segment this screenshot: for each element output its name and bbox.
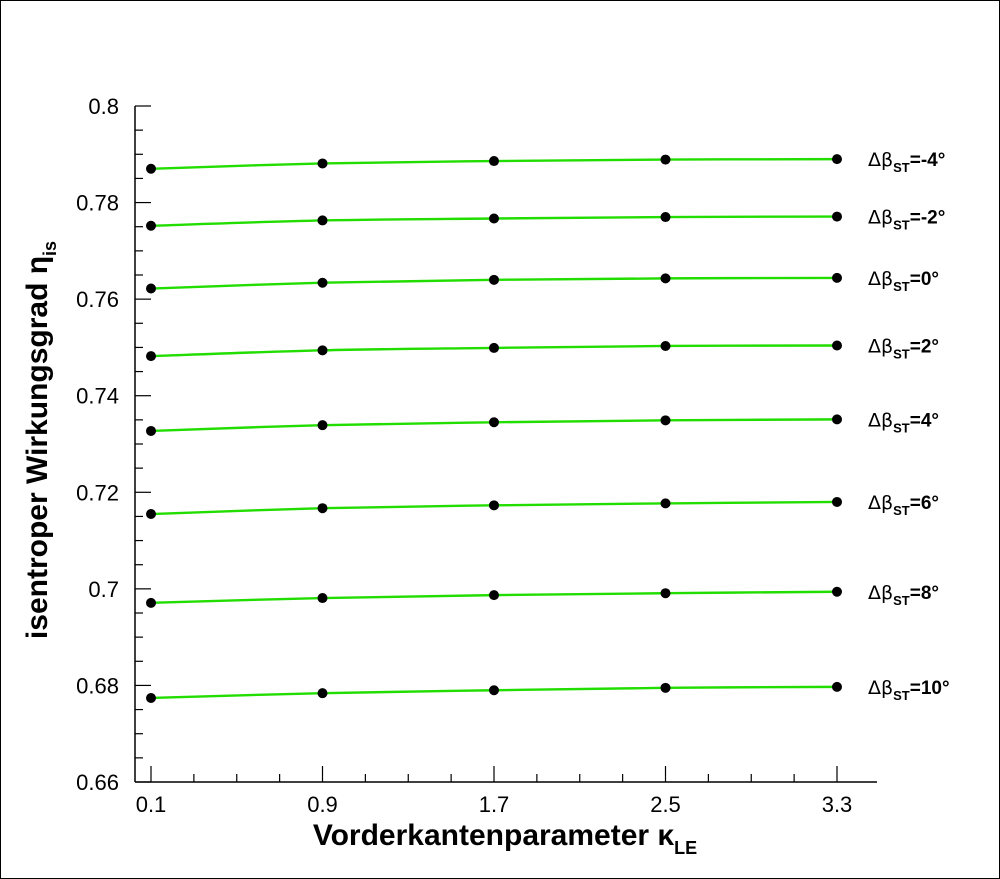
y-tick-label: 0.74 [76,384,119,409]
series-group [146,154,842,703]
data-point [317,345,328,356]
y-tick-label: 0.68 [76,673,119,698]
data-point [317,277,328,288]
data-point [489,156,499,167]
y-tick-label: 0.7 [88,577,119,602]
data-point [832,496,842,507]
data-point [489,342,499,353]
data-point [660,273,671,284]
x-tick-label: 0.1 [136,792,167,817]
series-label: ΔβST=-4° [868,149,945,175]
data-point [660,588,671,599]
series-0 [146,154,842,174]
y-axis-title: isentroper Wirkungsgrad ηis [21,241,60,639]
data-point [146,692,156,703]
data-point [660,682,671,693]
data-point [317,503,328,514]
x-tick-label: 3.3 [822,792,853,817]
data-point [489,500,499,511]
data-point [146,283,156,294]
series-labels: ΔβST=-4° ΔβST=-2° ΔβST=0° ΔβST=2° ΔβST=4° ΔβS… [868,149,950,703]
data-point [317,420,328,431]
data-point [146,425,156,436]
y-tick-label: 0.8 [88,94,119,119]
x-axis-ticks: 0.1 0.9 1.7 2.5 3.3 [136,766,853,817]
data-point [317,215,328,226]
y-tick-label: 0.78 [76,191,119,216]
series-7 [146,681,842,703]
y-tick-label: 0.72 [76,480,119,505]
data-point [660,154,671,165]
data-point [146,220,156,231]
x-tick-label: 1.7 [479,792,510,817]
series-6 [146,586,842,608]
series-label: ΔβST=0° [868,268,939,294]
data-point [660,340,671,351]
series-3 [146,340,842,362]
axes [134,106,877,783]
data-point [317,688,328,699]
series-4 [146,414,842,436]
series-label: ΔβST=10° [868,677,950,703]
data-point [832,272,842,283]
series-label: ΔβST=-2° [868,207,945,233]
data-point [146,597,156,608]
data-point [489,590,499,601]
data-point [317,158,328,169]
data-point [146,163,156,174]
data-point [317,593,328,604]
data-point [832,340,842,351]
data-point [489,274,499,285]
data-point [832,211,842,222]
data-point [832,586,842,597]
data-point [832,414,842,425]
y-tick-label: 0.76 [76,287,119,312]
data-point [146,509,156,520]
series-label: ΔβST=4° [868,409,939,435]
data-point [660,212,671,223]
data-point [832,154,842,165]
data-point [489,213,499,224]
data-point [489,685,499,696]
x-tick-label: 0.9 [307,792,338,817]
data-point [832,681,842,692]
series-label: ΔβST=2° [868,335,939,361]
x-tick-label: 2.5 [650,792,681,817]
series-label: ΔβST=8° [868,582,939,608]
y-axis-ticks: 0.66 0.68 0.7 0.72 0.74 0.76 0.78 0.8 [76,94,151,795]
series-1 [146,211,842,231]
data-point [660,415,671,426]
series-label: ΔβST=6° [868,492,939,518]
series-2 [146,272,842,294]
y-tick-label: 0.66 [76,770,119,795]
series-5 [146,496,842,520]
data-point [489,417,499,428]
data-point [146,351,156,362]
x-axis-title: Vorderkantenparameter κLE [313,819,697,858]
data-point [660,498,671,509]
